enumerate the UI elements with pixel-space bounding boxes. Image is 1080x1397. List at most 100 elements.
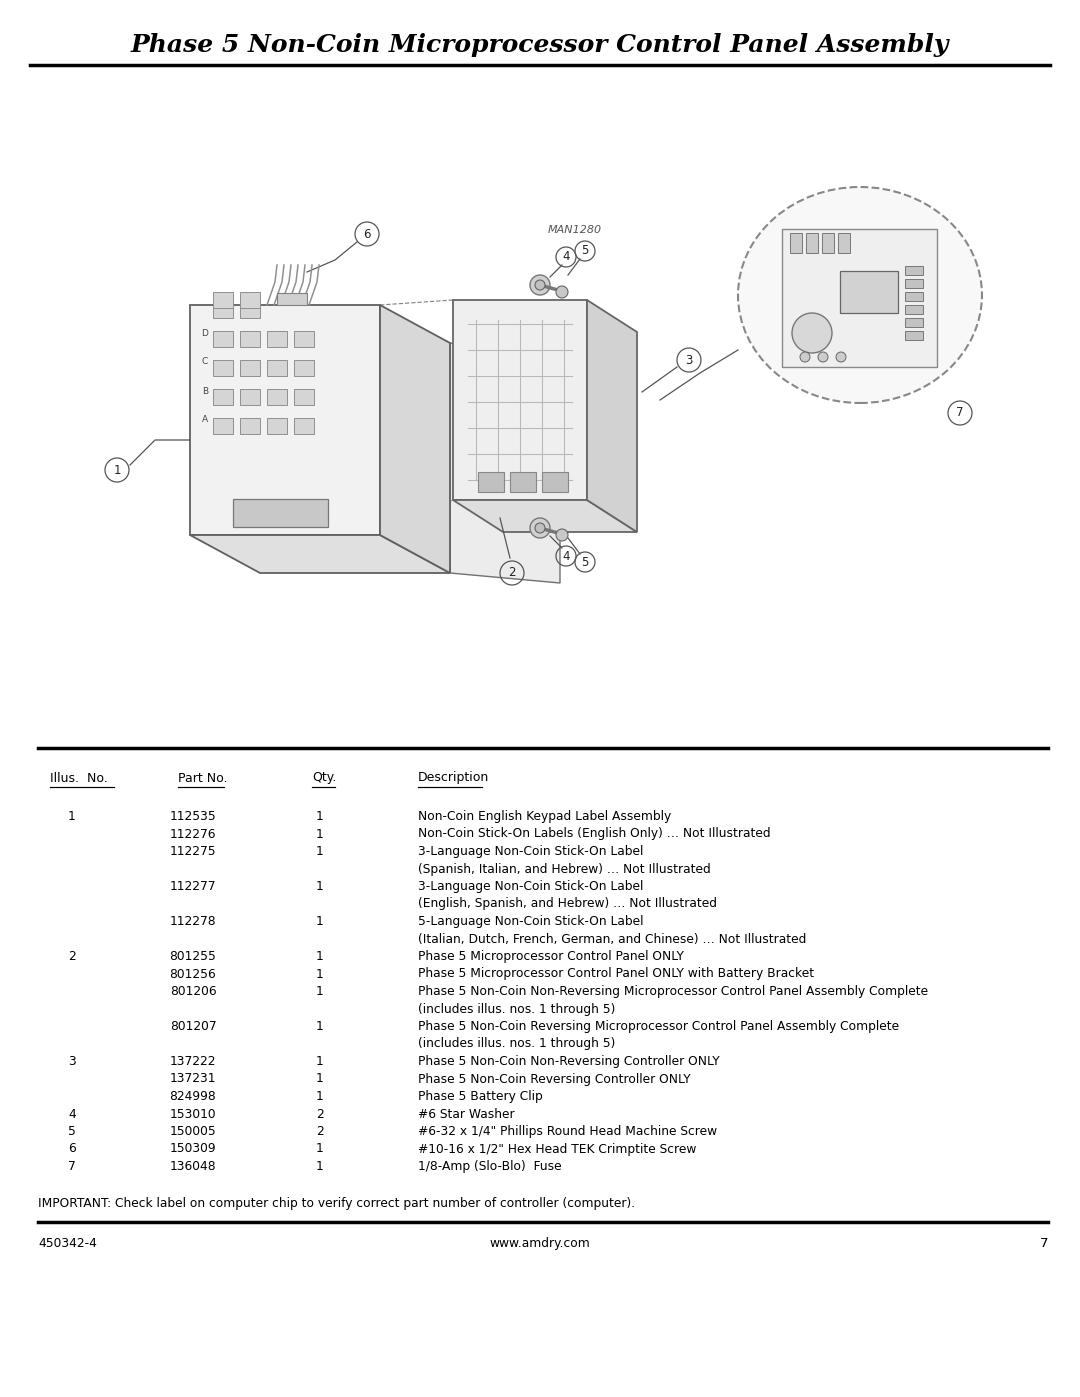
Bar — [905, 265, 923, 275]
Text: 1: 1 — [316, 845, 324, 858]
Text: 801206: 801206 — [170, 985, 216, 997]
Text: 4: 4 — [68, 1108, 76, 1120]
Text: 112275: 112275 — [170, 845, 216, 858]
Text: Phase 5 Non-Coin Reversing Controller ONLY: Phase 5 Non-Coin Reversing Controller ON… — [418, 1073, 690, 1085]
Text: 1: 1 — [113, 464, 121, 476]
Text: 2: 2 — [316, 1108, 324, 1120]
Text: 5: 5 — [68, 1125, 76, 1139]
Text: 7: 7 — [956, 407, 963, 419]
Text: 2: 2 — [316, 1125, 324, 1139]
Text: 1: 1 — [316, 880, 324, 893]
Bar — [213, 302, 233, 319]
Bar — [294, 388, 314, 405]
Polygon shape — [450, 344, 561, 583]
Text: (includes illus. nos. 1 through 5): (includes illus. nos. 1 through 5) — [418, 1038, 616, 1051]
Text: Phase 5 Non-Coin Non-Reversing Microprocessor Control Panel Assembly Complete: Phase 5 Non-Coin Non-Reversing Microproc… — [418, 985, 928, 997]
Text: 1: 1 — [316, 915, 324, 928]
Polygon shape — [380, 305, 450, 573]
Circle shape — [800, 352, 810, 362]
Bar — [905, 279, 923, 288]
Text: IMPORTANT: Check label on computer chip to verify correct part number of control: IMPORTANT: Check label on computer chip … — [38, 1197, 635, 1210]
Bar — [294, 360, 314, 376]
Text: A: A — [202, 415, 208, 425]
Text: #6 Star Washer: #6 Star Washer — [418, 1108, 515, 1120]
Text: 450342-4: 450342-4 — [38, 1236, 97, 1250]
Text: 2: 2 — [68, 950, 76, 963]
Ellipse shape — [738, 187, 982, 402]
Bar — [213, 360, 233, 376]
Text: B: B — [202, 387, 208, 395]
Text: Non-Coin English Keypad Label Assembly: Non-Coin English Keypad Label Assembly — [418, 810, 672, 823]
Text: 801256: 801256 — [170, 968, 216, 981]
Text: 112276: 112276 — [170, 827, 216, 841]
Bar — [905, 305, 923, 314]
Text: Phase 5 Microprocessor Control Panel ONLY: Phase 5 Microprocessor Control Panel ONL… — [418, 950, 684, 963]
Bar — [213, 292, 233, 307]
Text: 1: 1 — [316, 968, 324, 981]
Text: 5-Language Non-Coin Stick-On Label: 5-Language Non-Coin Stick-On Label — [418, 915, 644, 928]
Polygon shape — [453, 300, 588, 500]
Bar — [240, 388, 260, 405]
Text: 1: 1 — [316, 1143, 324, 1155]
Bar — [294, 331, 314, 346]
Text: 1: 1 — [316, 1055, 324, 1067]
Text: D: D — [202, 328, 208, 338]
Text: (includes illus. nos. 1 through 5): (includes illus. nos. 1 through 5) — [418, 1003, 616, 1016]
Bar — [789, 233, 802, 253]
Text: 1: 1 — [316, 1073, 324, 1085]
Bar — [240, 331, 260, 346]
Text: 1: 1 — [316, 1090, 324, 1104]
Text: 136048: 136048 — [170, 1160, 216, 1173]
Text: Qty.: Qty. — [312, 771, 336, 785]
Text: (English, Spanish, and Hebrew) … Not Illustrated: (English, Spanish, and Hebrew) … Not Ill… — [418, 897, 717, 911]
Text: 801255: 801255 — [170, 950, 216, 963]
Bar — [276, 293, 307, 305]
Text: 3-Language Non-Coin Stick-On Label: 3-Language Non-Coin Stick-On Label — [418, 845, 644, 858]
Bar — [240, 360, 260, 376]
Text: Description: Description — [418, 771, 489, 785]
Bar — [542, 472, 568, 492]
Text: 7: 7 — [1039, 1236, 1048, 1250]
Text: Non-Coin Stick-On Labels (English Only) … Not Illustrated: Non-Coin Stick-On Labels (English Only) … — [418, 827, 771, 841]
Text: 1: 1 — [316, 1160, 324, 1173]
Text: Illus.  No.: Illus. No. — [50, 771, 108, 785]
Bar — [233, 499, 328, 527]
Text: 4: 4 — [563, 250, 570, 264]
Circle shape — [556, 529, 568, 541]
Bar — [782, 229, 937, 367]
Text: 6: 6 — [68, 1143, 76, 1155]
Text: 1: 1 — [316, 950, 324, 963]
Text: Phase 5 Microprocessor Control Panel ONLY with Battery Bracket: Phase 5 Microprocessor Control Panel ONL… — [418, 968, 814, 981]
Text: #10-16 x 1/2" Hex Head TEK Crimptite Screw: #10-16 x 1/2" Hex Head TEK Crimptite Scr… — [418, 1143, 697, 1155]
Circle shape — [535, 522, 545, 534]
Polygon shape — [453, 500, 637, 532]
Text: 4: 4 — [563, 549, 570, 563]
Text: www.amdry.com: www.amdry.com — [489, 1236, 591, 1250]
Text: #6-32 x 1/4" Phillips Round Head Machine Screw: #6-32 x 1/4" Phillips Round Head Machine… — [418, 1125, 717, 1139]
Circle shape — [818, 352, 828, 362]
Text: 1: 1 — [68, 810, 76, 823]
Text: 1: 1 — [316, 1020, 324, 1032]
Bar — [905, 319, 923, 327]
Bar — [213, 331, 233, 346]
Text: 3: 3 — [686, 353, 692, 366]
Text: 2: 2 — [509, 567, 516, 580]
Text: 5: 5 — [581, 556, 589, 569]
Bar — [806, 233, 818, 253]
Text: 112535: 112535 — [170, 810, 216, 823]
Polygon shape — [190, 305, 380, 535]
Text: (Spanish, Italian, and Hebrew) … Not Illustrated: (Spanish, Italian, and Hebrew) … Not Ill… — [418, 862, 711, 876]
Bar — [478, 472, 504, 492]
Bar — [267, 418, 287, 434]
Text: 150005: 150005 — [170, 1125, 216, 1139]
Text: Phase 5 Battery Clip: Phase 5 Battery Clip — [418, 1090, 543, 1104]
Text: 7: 7 — [68, 1160, 76, 1173]
Circle shape — [792, 313, 832, 353]
Bar — [905, 331, 923, 339]
Polygon shape — [190, 535, 450, 573]
Text: MAN1280: MAN1280 — [548, 225, 602, 235]
Polygon shape — [588, 300, 637, 532]
Text: 137222: 137222 — [170, 1055, 216, 1067]
Circle shape — [556, 286, 568, 298]
Circle shape — [535, 279, 545, 291]
